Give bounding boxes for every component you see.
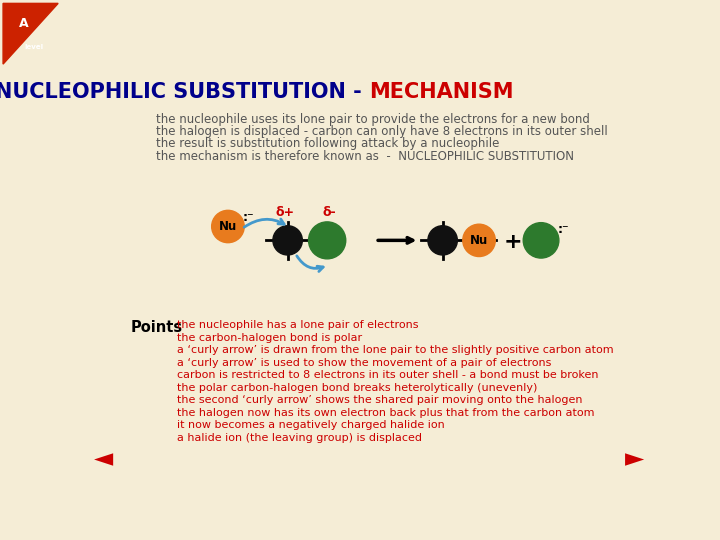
Text: +: +	[504, 232, 523, 252]
Text: δ-: δ-	[323, 206, 336, 219]
Circle shape	[273, 226, 302, 255]
Text: the carbon-halogen bond is polar: the carbon-halogen bond is polar	[177, 333, 362, 343]
Text: the halogen is displaced - carbon can only have 8 electrons in its outer shell: the halogen is displaced - carbon can on…	[156, 125, 608, 138]
Text: ◄: ◄	[94, 447, 114, 471]
Text: Nu: Nu	[219, 220, 237, 233]
Text: the nucleophile uses its lone pair to provide the electrons for a new bond: the nucleophile uses its lone pair to pr…	[156, 112, 590, 125]
Circle shape	[309, 222, 346, 259]
Text: ►: ►	[624, 447, 644, 471]
Text: Points: Points	[130, 320, 182, 335]
Text: it now becomes a negatively charged halide ion: it now becomes a negatively charged hali…	[177, 420, 444, 430]
Text: the nucleophile has a lone pair of electrons: the nucleophile has a lone pair of elect…	[177, 320, 418, 330]
Circle shape	[428, 226, 457, 255]
Text: δ+: δ+	[276, 206, 295, 219]
Text: A: A	[19, 17, 28, 30]
Text: the mechanism is therefore known as  -  NUCLEOPHILIC SUBSTITUTION: the mechanism is therefore known as - NU…	[156, 150, 574, 163]
Text: Nu: Nu	[470, 234, 488, 247]
Text: a ‘curly arrow’ is used to show the movement of a pair of electrons: a ‘curly arrow’ is used to show the move…	[177, 358, 552, 368]
Text: the polar carbon-halogen bond breaks heterolytically (unevenly): the polar carbon-halogen bond breaks het…	[177, 383, 537, 393]
Text: a halide ion (the leaving group) is displaced: a halide ion (the leaving group) is disp…	[177, 433, 422, 443]
Circle shape	[463, 224, 495, 256]
Text: a ‘curly arrow’ is drawn from the lone pair to the slightly positive carbon atom: a ‘curly arrow’ is drawn from the lone p…	[177, 346, 613, 355]
Polygon shape	[3, 3, 58, 64]
Text: the second ‘curly arrow’ shows the shared pair moving onto the halogen: the second ‘curly arrow’ shows the share…	[177, 395, 582, 406]
Text: the halogen now has its own electron back plus that from the carbon atom: the halogen now has its own electron bac…	[177, 408, 594, 418]
Text: MECHANISM: MECHANISM	[369, 82, 513, 102]
Text: NUCLEOPHILIC SUBSTITUTION -: NUCLEOPHILIC SUBSTITUTION -	[0, 82, 369, 102]
Text: :⁻: :⁻	[243, 211, 254, 224]
Circle shape	[212, 210, 244, 242]
Circle shape	[523, 222, 559, 258]
Text: the result is substitution following attack by a nucleophile: the result is substitution following att…	[156, 137, 499, 150]
Text: carbon is restricted to 8 electrons in its outer shell - a bond must be broken: carbon is restricted to 8 electrons in i…	[177, 370, 598, 380]
Text: level: level	[24, 44, 43, 50]
Text: :⁻: :⁻	[558, 223, 570, 236]
